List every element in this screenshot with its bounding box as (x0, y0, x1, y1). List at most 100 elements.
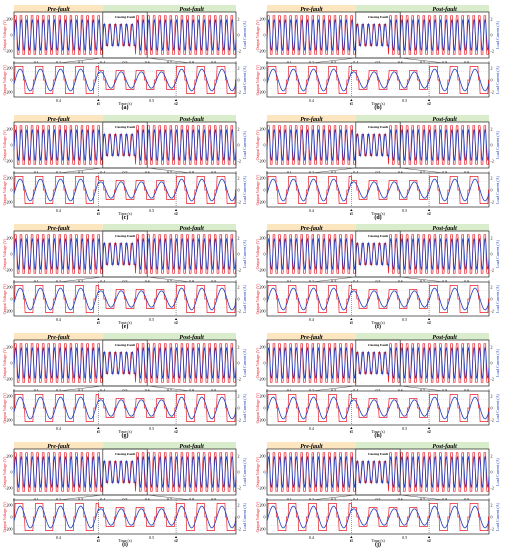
zoom-label: Closing Fault (115, 125, 136, 129)
bottom-x-tick: 0.5 (402, 208, 407, 213)
top-y-tick-right: 0 (491, 470, 493, 475)
top-y-tick-left: 0 (264, 361, 266, 366)
top-x-tick: 0.7 (420, 497, 425, 502)
top-ylabel-right: Load Current (A) (242, 130, 247, 159)
marker-label-t1: t1 (97, 429, 100, 434)
top-y-tick-right: -2 (238, 49, 241, 54)
pre-fault-label: Pre-fault (300, 7, 323, 13)
top-y-tick-left: -200 (5, 377, 12, 382)
zoom-label: Closing Fault (115, 15, 136, 19)
top-y-tick-left: 0 (11, 361, 13, 366)
top-ylabel-left: Output Voltage (V) (2, 238, 7, 269)
post-fault-label: Post-fault (179, 117, 204, 123)
zoom-connector (311, 57, 356, 64)
top-x-tick: 0.9 (464, 388, 469, 393)
bottom-xlabel: Time (s) (371, 211, 385, 216)
voltage-trace-zoom (267, 66, 489, 94)
panel-label: (h) (374, 432, 381, 439)
bottom-y-tick-left: 0 (11, 188, 13, 193)
bottom-y-tick-right: 2 (491, 176, 493, 181)
top-x-tick: 0.2 (56, 60, 61, 65)
bottom-ylabel-right: Load Current (A) (242, 502, 247, 531)
top-y-tick-left: 200 (7, 344, 13, 349)
top-y-tick-right: -2 (238, 268, 241, 273)
bottom-ylabel-right: Load Current (A) (495, 65, 500, 94)
bottom-y-tick-right: 2 (491, 503, 493, 508)
bottom-xlabel: Time (s) (371, 101, 385, 106)
top-y-tick-right: -2 (491, 268, 494, 273)
bottom-x-tick: 0.4 (56, 426, 61, 431)
zoom-label: Closing Fault (368, 15, 389, 19)
top-x-tick: 0.5 (123, 497, 128, 502)
top-x-tick: 0.2 (309, 60, 314, 65)
top-x-tick: 1 (235, 388, 237, 393)
top-x-tick: 0.2 (56, 170, 61, 175)
bottom-xlabel: Time (s) (118, 101, 132, 106)
top-y-tick-left: 0 (11, 143, 13, 148)
marker-label-t2: t2 (427, 101, 430, 106)
marker-label-t1: t1 (97, 101, 100, 106)
voltage-trace-zoom (14, 176, 236, 204)
top-x-tick: 0.6 (398, 170, 403, 175)
marker-arrow-t2 (427, 99, 431, 101)
panel-a: Pre-fault Post-fault Closing Fault 0 0.1 0.2 0… (2, 5, 247, 111)
bottom-x-tick: 0.5 (402, 535, 407, 540)
top-y-tick-left: 0 (264, 33, 266, 38)
bottom-ylabel-left: Output Voltage (V) (255, 392, 260, 423)
marker-arrow-t2 (174, 318, 178, 320)
current-trace-zoom (266, 178, 490, 202)
marker-arrow-t2 (427, 318, 431, 320)
current-trace-zoom (266, 505, 490, 529)
bottom-y-tick-right: 0 (238, 78, 240, 83)
bottom-y-tick-left: 0 (264, 515, 266, 520)
marker-label-t2: t2 (427, 211, 430, 216)
zoom-label: Closing Fault (368, 234, 389, 238)
zoom-box (355, 11, 401, 59)
current-trace-top (13, 129, 237, 161)
top-x-tick: 0.7 (420, 279, 425, 284)
zoom-connector (147, 494, 192, 501)
marker-arrow-t1 (350, 99, 353, 101)
voltage-trace-zoom (14, 503, 236, 531)
top-x-tick: 0.3 (331, 60, 336, 65)
top-x-tick: 0.4 (100, 388, 105, 393)
top-x-tick: 0.2 (309, 279, 314, 284)
top-y-tick-left: 0 (264, 143, 266, 148)
pre-fault-band (14, 442, 103, 449)
marker-label-t2: t2 (174, 429, 177, 434)
marker-arrow-t1 (97, 99, 100, 101)
top-x-tick: 0.6 (398, 497, 403, 502)
top-x-tick: 1 (488, 170, 490, 175)
top-ylabel-left: Output Voltage (V) (2, 456, 7, 487)
bottom-ylabel-right: Load Current (A) (242, 393, 247, 422)
top-x-tick: 0.6 (398, 388, 403, 393)
bottom-x-tick: 0.4 (56, 98, 61, 103)
top-x-tick: 0.1 (34, 497, 39, 502)
top-x-tick: 0.6 (145, 170, 150, 175)
bottom-ylabel-left: Output Voltage (V) (2, 392, 7, 423)
top-x-tick: 0.4 (353, 497, 358, 502)
marker-label-t1: t1 (350, 320, 353, 325)
bottom-ylabel-left: Output Voltage (V) (2, 64, 7, 95)
top-x-tick: 0.4 (100, 497, 105, 502)
panel-f: Pre-fault Post-fault Closing Fault 0 0.1 0.2 0… (255, 224, 500, 330)
marker-label-t2: t2 (427, 538, 430, 543)
post-fault-label: Post-fault (432, 117, 457, 123)
current-trace-zoom (266, 68, 490, 92)
panel-c: Pre-fault Post-fault Closing Fault 0 0.1 0.2 0… (2, 115, 247, 221)
zoom-connector (147, 385, 192, 392)
zoom-box (355, 339, 401, 387)
panel-b: Pre-fault Post-fault Closing Fault 0 0.1 0.2 0… (255, 5, 500, 111)
bottom-y-tick-left: 200 (260, 394, 266, 399)
zoom-connector (58, 167, 103, 174)
top-x-tick: 1 (235, 60, 237, 65)
post-fault-label: Post-fault (432, 444, 457, 450)
top-x-tick: 0.9 (211, 60, 216, 65)
bottom-xlabel: Time (s) (118, 429, 132, 434)
top-x-tick: 0.1 (287, 388, 292, 393)
zoom-label: Closing Fault (368, 452, 389, 456)
top-x-tick: 0.1 (34, 170, 39, 175)
marker-arrow-t1 (350, 318, 353, 320)
top-x-tick: 0.1 (287, 170, 292, 175)
